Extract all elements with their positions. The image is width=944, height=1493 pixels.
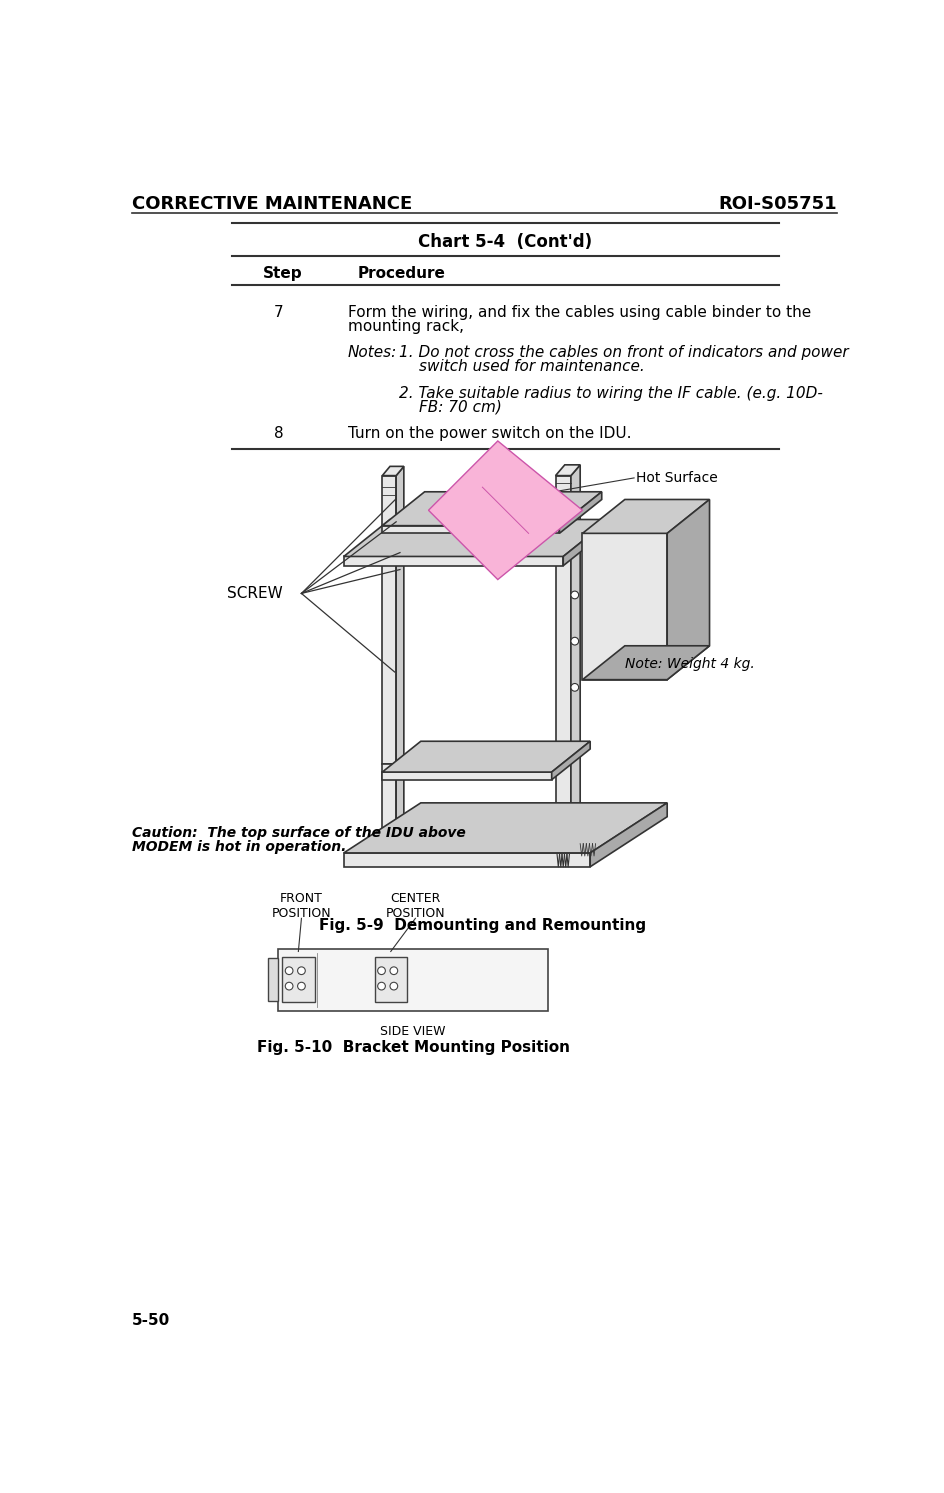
- Polygon shape: [551, 741, 590, 779]
- Text: Hot Surface: Hot Surface: [635, 470, 717, 485]
- Circle shape: [570, 684, 578, 691]
- Bar: [344, 853, 590, 867]
- Text: CORRECTIVE MAINTENANCE: CORRECTIVE MAINTENANCE: [132, 194, 412, 212]
- Bar: [382, 476, 396, 764]
- Circle shape: [570, 591, 578, 599]
- Polygon shape: [344, 803, 666, 853]
- Text: Chart 5-4  (Cont'd): Chart 5-4 (Cont'd): [418, 233, 592, 251]
- Bar: [555, 476, 570, 860]
- Text: Note: Weight 4 kg.: Note: Weight 4 kg.: [624, 657, 754, 670]
- Polygon shape: [559, 491, 601, 533]
- Bar: [582, 533, 666, 679]
- Polygon shape: [582, 500, 709, 533]
- Polygon shape: [428, 440, 582, 579]
- Polygon shape: [570, 464, 580, 860]
- Text: Step: Step: [262, 266, 302, 281]
- Text: 5-50: 5-50: [132, 1314, 170, 1329]
- Text: CENTER
POSITION: CENTER POSITION: [385, 891, 445, 920]
- Text: 8: 8: [273, 426, 283, 440]
- Polygon shape: [590, 803, 666, 867]
- Polygon shape: [666, 500, 709, 679]
- Polygon shape: [555, 464, 580, 476]
- Bar: [374, 957, 407, 1002]
- Bar: [382, 764, 396, 833]
- Polygon shape: [344, 557, 563, 566]
- Circle shape: [378, 982, 385, 990]
- Circle shape: [378, 967, 385, 975]
- Bar: [278, 950, 548, 1011]
- Text: SCREW: SCREW: [227, 585, 282, 600]
- Polygon shape: [382, 741, 590, 772]
- Polygon shape: [396, 466, 403, 764]
- Text: Fig. 5-10  Bracket Mounting Position: Fig. 5-10 Bracket Mounting Position: [257, 1041, 569, 1056]
- Polygon shape: [563, 520, 609, 566]
- Polygon shape: [382, 466, 403, 476]
- Text: FB: 70 cm): FB: 70 cm): [419, 400, 501, 415]
- Text: 2. Take suitable radius to wiring the IF cable. (e.g. 10D-: 2. Take suitable radius to wiring the IF…: [398, 385, 822, 400]
- Polygon shape: [344, 520, 609, 557]
- Text: ROI-S05751: ROI-S05751: [717, 194, 835, 212]
- Circle shape: [297, 967, 305, 975]
- Text: Notes:: Notes:: [347, 345, 396, 360]
- Bar: [382, 526, 559, 533]
- Text: Turn on the power switch on the IDU.: Turn on the power switch on the IDU.: [347, 426, 631, 440]
- Bar: [267, 959, 278, 1000]
- Bar: [382, 772, 551, 779]
- Circle shape: [390, 982, 397, 990]
- Text: FRONT
POSITION: FRONT POSITION: [271, 891, 331, 920]
- Text: 7: 7: [273, 305, 283, 320]
- Polygon shape: [396, 755, 403, 833]
- Text: Form the wiring, and fix the cables using cable binder to the: Form the wiring, and fix the cables usin…: [347, 305, 810, 320]
- Bar: [282, 957, 314, 1002]
- Text: Caution:  The top surface of the IDU above: Caution: The top surface of the IDU abov…: [132, 826, 465, 841]
- Circle shape: [390, 967, 397, 975]
- Circle shape: [297, 982, 305, 990]
- Circle shape: [570, 638, 578, 645]
- Text: mounting rack,: mounting rack,: [347, 318, 464, 333]
- Polygon shape: [382, 491, 601, 526]
- Text: MODEM is hot in operation.: MODEM is hot in operation.: [132, 841, 346, 854]
- Text: 1. Do not cross the cables on front of indicators and power: 1. Do not cross the cables on front of i…: [398, 345, 848, 360]
- Text: switch used for maintenance.: switch used for maintenance.: [419, 360, 645, 375]
- Text: SIDE VIEW: SIDE VIEW: [379, 1024, 446, 1038]
- Polygon shape: [582, 646, 709, 679]
- Circle shape: [285, 982, 293, 990]
- Text: Fig. 5-9  Demounting and Remounting: Fig. 5-9 Demounting and Remounting: [318, 918, 646, 933]
- Circle shape: [285, 967, 293, 975]
- Text: Procedure: Procedure: [357, 266, 445, 281]
